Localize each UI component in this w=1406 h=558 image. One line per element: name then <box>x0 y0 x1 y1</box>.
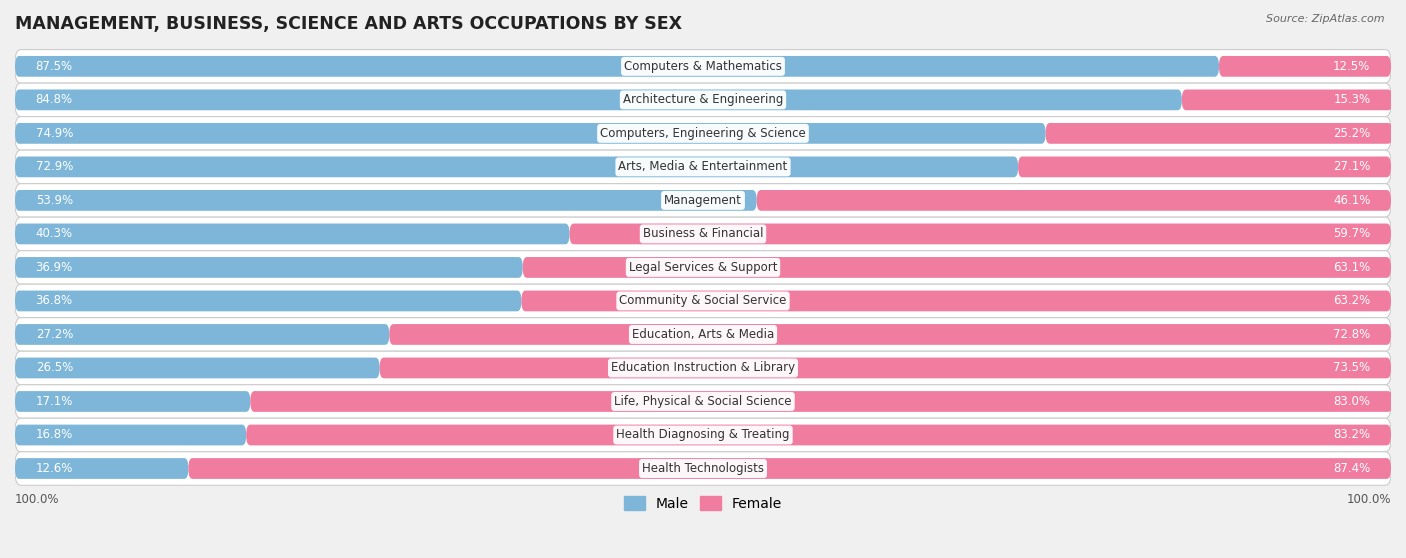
Text: 59.7%: 59.7% <box>1333 228 1371 240</box>
FancyBboxPatch shape <box>523 257 1391 278</box>
Text: Arts, Media & Entertainment: Arts, Media & Entertainment <box>619 160 787 174</box>
FancyBboxPatch shape <box>389 324 1391 345</box>
FancyBboxPatch shape <box>380 358 1391 378</box>
Text: 73.5%: 73.5% <box>1333 362 1371 374</box>
FancyBboxPatch shape <box>15 217 1391 251</box>
FancyBboxPatch shape <box>15 358 380 378</box>
Text: Life, Physical & Social Science: Life, Physical & Social Science <box>614 395 792 408</box>
FancyBboxPatch shape <box>522 291 1391 311</box>
Text: 83.2%: 83.2% <box>1333 429 1371 441</box>
Text: 25.2%: 25.2% <box>1333 127 1371 140</box>
FancyBboxPatch shape <box>15 318 1391 351</box>
Text: 87.4%: 87.4% <box>1333 462 1371 475</box>
FancyBboxPatch shape <box>15 324 389 345</box>
Text: Architecture & Engineering: Architecture & Engineering <box>623 93 783 107</box>
FancyBboxPatch shape <box>246 425 1391 445</box>
Text: 87.5%: 87.5% <box>35 60 73 73</box>
FancyBboxPatch shape <box>1219 56 1391 77</box>
FancyBboxPatch shape <box>15 224 569 244</box>
Text: 40.3%: 40.3% <box>35 228 73 240</box>
Text: 15.3%: 15.3% <box>1333 93 1371 107</box>
Text: 26.5%: 26.5% <box>35 362 73 374</box>
Text: 53.9%: 53.9% <box>35 194 73 207</box>
Text: 100.0%: 100.0% <box>1347 493 1391 506</box>
FancyBboxPatch shape <box>15 452 1391 485</box>
FancyBboxPatch shape <box>1046 123 1392 144</box>
Text: 12.5%: 12.5% <box>1333 60 1371 73</box>
FancyBboxPatch shape <box>15 123 1046 144</box>
Text: Education, Arts & Media: Education, Arts & Media <box>631 328 775 341</box>
FancyBboxPatch shape <box>188 458 1391 479</box>
FancyBboxPatch shape <box>15 117 1391 150</box>
FancyBboxPatch shape <box>250 391 1392 412</box>
FancyBboxPatch shape <box>1182 89 1392 110</box>
FancyBboxPatch shape <box>15 89 1182 110</box>
Text: Education Instruction & Library: Education Instruction & Library <box>612 362 794 374</box>
FancyBboxPatch shape <box>15 291 522 311</box>
Text: 100.0%: 100.0% <box>15 493 59 506</box>
FancyBboxPatch shape <box>15 257 523 278</box>
Text: 72.9%: 72.9% <box>35 160 73 174</box>
FancyBboxPatch shape <box>756 190 1391 211</box>
FancyBboxPatch shape <box>15 418 1391 452</box>
Legend: Male, Female: Male, Female <box>619 490 787 517</box>
FancyBboxPatch shape <box>15 50 1391 83</box>
Text: 84.8%: 84.8% <box>35 93 73 107</box>
FancyBboxPatch shape <box>15 184 1391 217</box>
Text: Business & Financial: Business & Financial <box>643 228 763 240</box>
FancyBboxPatch shape <box>15 83 1391 117</box>
FancyBboxPatch shape <box>15 391 250 412</box>
Text: 16.8%: 16.8% <box>35 429 73 441</box>
FancyBboxPatch shape <box>1018 156 1391 177</box>
Text: Management: Management <box>664 194 742 207</box>
Text: 36.8%: 36.8% <box>35 295 73 307</box>
FancyBboxPatch shape <box>15 458 188 479</box>
Text: 63.2%: 63.2% <box>1333 295 1371 307</box>
FancyBboxPatch shape <box>15 425 246 445</box>
Text: Health Diagnosing & Treating: Health Diagnosing & Treating <box>616 429 790 441</box>
Text: 12.6%: 12.6% <box>35 462 73 475</box>
FancyBboxPatch shape <box>15 251 1391 284</box>
Text: Community & Social Service: Community & Social Service <box>619 295 787 307</box>
FancyBboxPatch shape <box>15 150 1391 184</box>
FancyBboxPatch shape <box>569 224 1391 244</box>
Text: 46.1%: 46.1% <box>1333 194 1371 207</box>
Text: 27.2%: 27.2% <box>35 328 73 341</box>
Text: Computers & Mathematics: Computers & Mathematics <box>624 60 782 73</box>
Text: 17.1%: 17.1% <box>35 395 73 408</box>
FancyBboxPatch shape <box>15 384 1391 418</box>
Text: Computers, Engineering & Science: Computers, Engineering & Science <box>600 127 806 140</box>
Text: 83.0%: 83.0% <box>1333 395 1371 408</box>
FancyBboxPatch shape <box>15 156 1018 177</box>
Text: 72.8%: 72.8% <box>1333 328 1371 341</box>
FancyBboxPatch shape <box>15 190 756 211</box>
Text: Source: ZipAtlas.com: Source: ZipAtlas.com <box>1267 14 1385 24</box>
FancyBboxPatch shape <box>15 351 1391 384</box>
Text: Health Technologists: Health Technologists <box>643 462 763 475</box>
Text: 63.1%: 63.1% <box>1333 261 1371 274</box>
Text: 74.9%: 74.9% <box>35 127 73 140</box>
FancyBboxPatch shape <box>15 56 1219 77</box>
Text: MANAGEMENT, BUSINESS, SCIENCE AND ARTS OCCUPATIONS BY SEX: MANAGEMENT, BUSINESS, SCIENCE AND ARTS O… <box>15 15 682 33</box>
Text: 27.1%: 27.1% <box>1333 160 1371 174</box>
Text: Legal Services & Support: Legal Services & Support <box>628 261 778 274</box>
FancyBboxPatch shape <box>15 284 1391 318</box>
Text: 36.9%: 36.9% <box>35 261 73 274</box>
